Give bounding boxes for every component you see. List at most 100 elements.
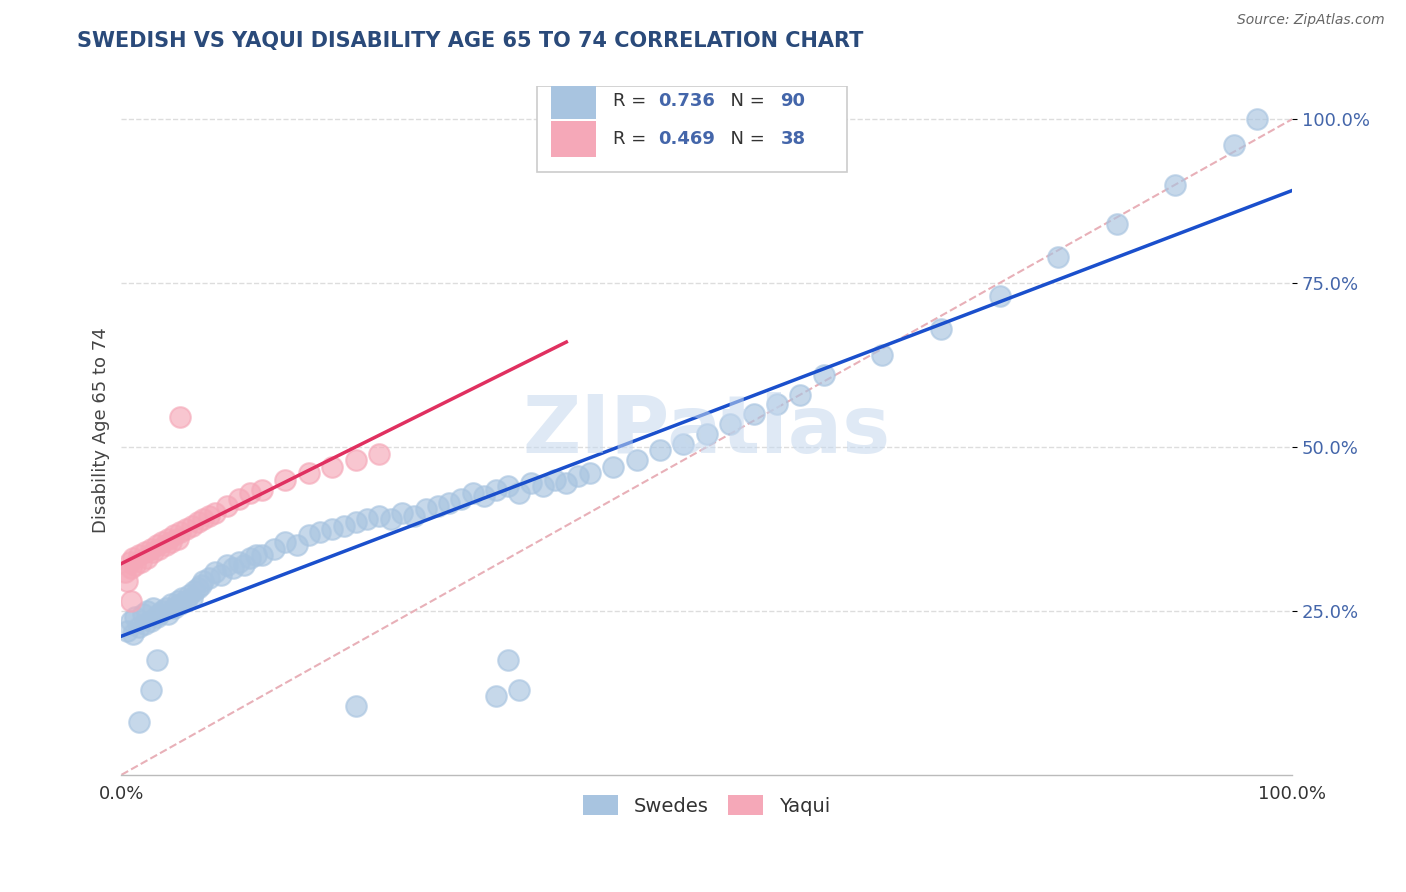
Point bbox=[274, 535, 297, 549]
Text: SWEDISH VS YAQUI DISABILITY AGE 65 TO 74 CORRELATION CHART: SWEDISH VS YAQUI DISABILITY AGE 65 TO 74… bbox=[77, 31, 863, 51]
Point bbox=[718, 417, 741, 431]
Point bbox=[136, 551, 159, 566]
Point bbox=[1047, 250, 1070, 264]
Point bbox=[333, 518, 356, 533]
Point bbox=[204, 506, 226, 520]
Point bbox=[172, 591, 194, 605]
Point bbox=[929, 322, 952, 336]
Point bbox=[145, 653, 167, 667]
Point bbox=[169, 410, 191, 425]
Text: N =: N = bbox=[718, 92, 770, 110]
Point bbox=[380, 512, 402, 526]
Point bbox=[508, 682, 530, 697]
Point bbox=[148, 541, 170, 556]
Legend: Swedes, Yaqui: Swedes, Yaqui bbox=[575, 788, 838, 823]
Point bbox=[215, 499, 238, 513]
Point bbox=[404, 508, 426, 523]
Point bbox=[696, 426, 718, 441]
Point bbox=[128, 715, 150, 730]
Text: R =: R = bbox=[613, 92, 652, 110]
Point bbox=[239, 551, 262, 566]
Point bbox=[180, 591, 202, 605]
Text: R =: R = bbox=[613, 130, 652, 148]
Point bbox=[228, 492, 250, 507]
Point bbox=[198, 508, 221, 523]
Point bbox=[496, 479, 519, 493]
Point bbox=[543, 473, 565, 487]
Point bbox=[186, 516, 208, 530]
Point bbox=[157, 532, 180, 546]
Point bbox=[356, 512, 378, 526]
Point bbox=[239, 486, 262, 500]
Point bbox=[134, 545, 156, 559]
Point bbox=[159, 598, 181, 612]
Point bbox=[142, 545, 165, 559]
Point bbox=[155, 538, 177, 552]
Point bbox=[204, 565, 226, 579]
Point bbox=[578, 467, 600, 481]
Point bbox=[626, 453, 648, 467]
Point bbox=[117, 574, 139, 589]
FancyBboxPatch shape bbox=[537, 87, 848, 172]
Point bbox=[274, 473, 297, 487]
Point bbox=[872, 348, 894, 362]
Point bbox=[174, 522, 197, 536]
Point bbox=[157, 607, 180, 622]
Point bbox=[1246, 112, 1268, 127]
Point bbox=[988, 289, 1011, 303]
Y-axis label: Disability Age 65 to 74: Disability Age 65 to 74 bbox=[93, 327, 110, 533]
Point bbox=[179, 587, 201, 601]
Point bbox=[344, 516, 367, 530]
Point bbox=[485, 483, 508, 497]
Point bbox=[368, 446, 391, 460]
Point bbox=[152, 535, 174, 549]
Point bbox=[198, 571, 221, 585]
Point bbox=[368, 508, 391, 523]
Point bbox=[159, 535, 181, 549]
Point bbox=[766, 397, 789, 411]
Point bbox=[1105, 217, 1128, 231]
Point bbox=[309, 525, 332, 540]
Text: Source: ZipAtlas.com: Source: ZipAtlas.com bbox=[1237, 13, 1385, 28]
Point bbox=[263, 541, 285, 556]
Point bbox=[114, 565, 136, 579]
Point bbox=[122, 551, 145, 566]
Point bbox=[186, 581, 208, 595]
Point bbox=[321, 522, 343, 536]
Point bbox=[145, 610, 167, 624]
Point bbox=[139, 614, 162, 628]
Bar bbox=[551, 83, 596, 119]
Point bbox=[142, 600, 165, 615]
Point bbox=[163, 600, 186, 615]
Point bbox=[415, 502, 437, 516]
Point bbox=[531, 479, 554, 493]
Point bbox=[134, 617, 156, 632]
Point bbox=[742, 407, 765, 421]
Point bbox=[250, 548, 273, 562]
Point bbox=[485, 689, 508, 703]
Point bbox=[163, 528, 186, 542]
Point bbox=[120, 561, 142, 575]
Point bbox=[508, 486, 530, 500]
Text: ZIPatlas: ZIPatlas bbox=[523, 392, 891, 469]
Point bbox=[117, 624, 139, 638]
Point bbox=[145, 538, 167, 552]
Point bbox=[321, 459, 343, 474]
Point bbox=[648, 443, 671, 458]
Point bbox=[555, 476, 578, 491]
Point bbox=[245, 548, 267, 562]
Point bbox=[209, 567, 232, 582]
Point bbox=[166, 594, 188, 608]
Point bbox=[169, 525, 191, 540]
Point bbox=[474, 489, 496, 503]
Point bbox=[602, 459, 624, 474]
Point bbox=[120, 594, 142, 608]
Point bbox=[285, 538, 308, 552]
Point bbox=[228, 555, 250, 569]
Point bbox=[221, 561, 243, 575]
Point bbox=[139, 541, 162, 556]
Point bbox=[118, 555, 141, 569]
Point bbox=[813, 368, 835, 382]
Point bbox=[180, 518, 202, 533]
Point bbox=[183, 584, 205, 599]
